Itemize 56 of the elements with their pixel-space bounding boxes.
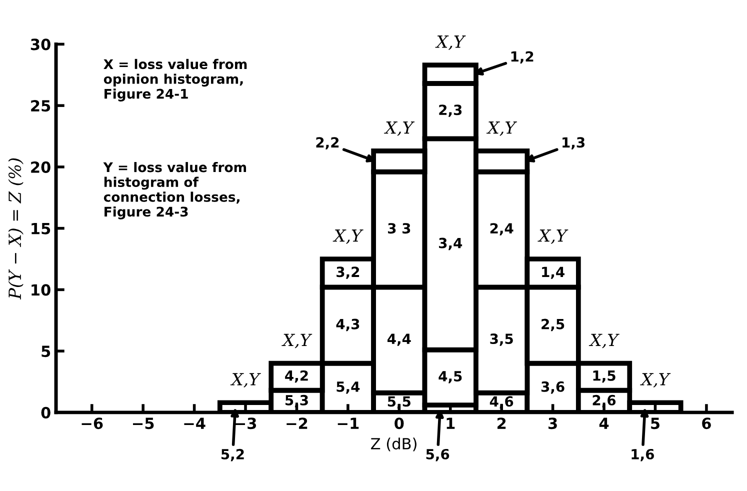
annotation: 2,4 bbox=[490, 223, 514, 236]
x-tick-label: 5 bbox=[651, 418, 660, 430]
annotation: X,Y bbox=[282, 334, 312, 348]
annotation: X,Y bbox=[435, 36, 466, 50]
annotation: X,Y bbox=[588, 334, 620, 348]
y-tick-label: 15 bbox=[32, 222, 50, 234]
annotation: X = loss value from opinion histogram, Figure 24-1 bbox=[104, 58, 247, 102]
annotation: 3,5 bbox=[490, 334, 513, 346]
annotation: 1,3 bbox=[562, 137, 584, 150]
annotation: 1,2 bbox=[511, 51, 534, 64]
x-tick-label: −5 bbox=[132, 418, 154, 430]
annotation: 5,4 bbox=[336, 382, 360, 394]
annotation: 2,2 bbox=[316, 137, 339, 150]
annotation: Y = loss value from histogram of connection losses, Figure 24-3 bbox=[103, 162, 246, 220]
x-tick-label: −2 bbox=[286, 418, 308, 429]
y-tick-label: 30 bbox=[30, 38, 50, 50]
annotation: 3,6 bbox=[541, 381, 564, 394]
annotation: 5,3 bbox=[286, 394, 308, 408]
x-tick-label: 0 bbox=[394, 418, 404, 430]
annotation: X,Y bbox=[230, 373, 261, 388]
y-tick-label: 20 bbox=[31, 161, 50, 173]
x-tick-label: 2 bbox=[497, 418, 506, 429]
y-tick-label: 0 bbox=[41, 406, 50, 418]
annotation: 4,5 bbox=[438, 371, 462, 384]
annotation: 4,3 bbox=[336, 318, 360, 332]
x-tick-label: −4 bbox=[184, 418, 206, 429]
x-tick-label: −3 bbox=[235, 418, 256, 430]
annotation: 5,6 bbox=[426, 448, 450, 462]
annotation: X,Y bbox=[332, 229, 364, 244]
annotation: 2,5 bbox=[542, 318, 564, 332]
annotation: 1,4 bbox=[542, 266, 564, 279]
annotation: X,Y bbox=[384, 121, 415, 136]
y-tick-label: 10 bbox=[32, 284, 50, 296]
annotation: 2,6 bbox=[592, 394, 616, 408]
x-tick-label: −6 bbox=[82, 418, 103, 430]
annotation: 4,2 bbox=[285, 370, 308, 383]
annotation: 5,2 bbox=[221, 448, 244, 462]
x-tick-label: 6 bbox=[702, 418, 711, 430]
annotation: 3 3 bbox=[388, 223, 410, 234]
annotation: 4,4 bbox=[387, 334, 411, 346]
y-axis-title: P(Y − X) = Z (%) bbox=[8, 158, 24, 300]
annotation: 2,3 bbox=[439, 104, 462, 117]
x-tick-label: 3 bbox=[548, 418, 557, 430]
annotation: X,Y bbox=[486, 121, 518, 136]
annotation: 1,5 bbox=[593, 370, 616, 383]
x-axis-title: Z (dB) bbox=[371, 438, 416, 452]
y-tick-label: 25 bbox=[31, 100, 50, 112]
y-tick-label: 5 bbox=[42, 346, 50, 358]
annotation: 3,4 bbox=[439, 238, 462, 250]
annotation: X,Y bbox=[538, 229, 568, 244]
x-tick-label: −1 bbox=[338, 418, 359, 429]
annotation: 3,2 bbox=[336, 266, 360, 279]
x-tick-label: 1 bbox=[446, 418, 455, 429]
annotation: X,Y bbox=[640, 373, 671, 388]
x-tick-label: 4 bbox=[599, 418, 609, 429]
annotation: 1,6 bbox=[632, 448, 654, 462]
